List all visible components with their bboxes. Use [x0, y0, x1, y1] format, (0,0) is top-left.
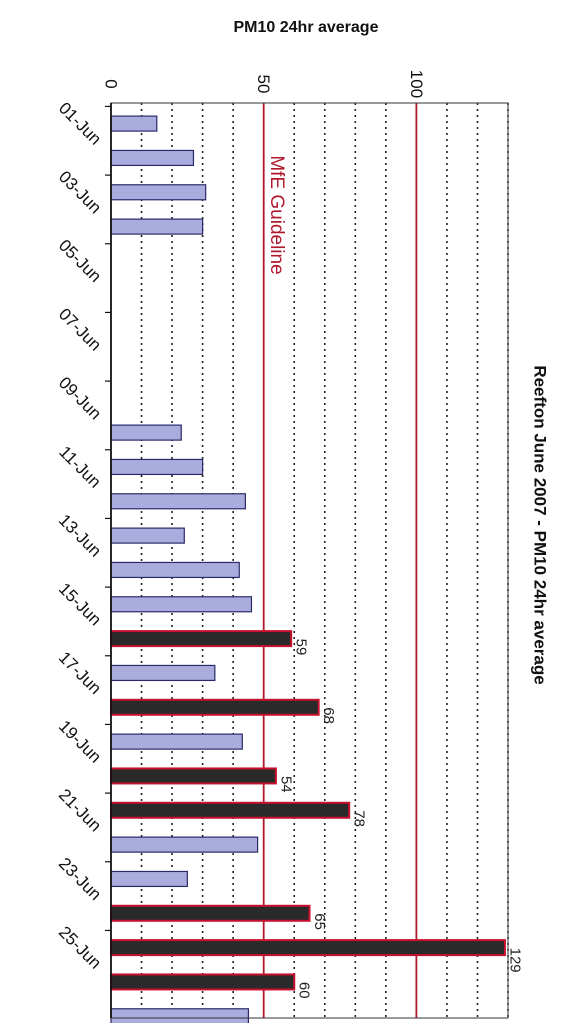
- data-label: 59: [293, 639, 310, 656]
- value-tick-label: 100: [407, 70, 426, 98]
- bar: [110, 218, 204, 235]
- value-axis-label: PM10 24hr average: [234, 19, 379, 36]
- bar: [110, 149, 195, 167]
- chart-title: Reefton June 2007 - PM10 24hr average: [531, 365, 550, 684]
- data-label: 129: [506, 948, 523, 973]
- guideline-label: MfE Guideline: [266, 155, 287, 274]
- data-label: 60: [296, 982, 313, 999]
- bar: [110, 836, 259, 853]
- chart-gridlines: [140, 103, 509, 1018]
- data-label: 68: [320, 707, 337, 724]
- category-tick-label: 15-Jun: [55, 579, 105, 629]
- data-label: 54: [277, 776, 294, 793]
- category-tick-label: 25-Jun: [55, 923, 105, 973]
- category-tick-label: 19-Jun: [55, 717, 105, 767]
- bar: [110, 733, 243, 750]
- value-tick-label: 0: [102, 79, 121, 88]
- bar: [110, 1008, 250, 1023]
- category-tick-label: 13-Jun: [55, 511, 105, 561]
- category-tick-label: 01-Jun: [55, 99, 105, 149]
- category-tick-label: 05-Jun: [55, 236, 105, 286]
- chart-bars: [110, 115, 506, 1023]
- bar: [110, 458, 204, 476]
- category-tick-label: 11-Jun: [55, 442, 104, 491]
- category-tick-label: 23-Jun: [55, 854, 105, 904]
- category-tick-label: 17-Jun: [55, 648, 105, 698]
- data-label: 65: [311, 913, 328, 930]
- category-tick-label: 21-Jun: [55, 785, 105, 835]
- chart-axes: [105, 102, 509, 1019]
- bar: [110, 184, 207, 201]
- bar-exceedance: [110, 973, 296, 991]
- bar-exceedance: [110, 904, 311, 922]
- bar: [110, 664, 216, 682]
- bar: [110, 424, 182, 441]
- bar: [110, 561, 240, 579]
- bar: [110, 596, 253, 613]
- bar-exceedance: [110, 767, 277, 785]
- bar: [110, 527, 185, 544]
- value-tick-label: 50: [254, 75, 273, 94]
- bar-exceedance: [110, 698, 320, 716]
- bar-exceedance: [110, 939, 506, 957]
- bar-exceedance: [110, 630, 293, 648]
- bar-exceedance: [110, 801, 351, 819]
- data-label: 78: [351, 810, 368, 827]
- category-tick-label: 09-Jun: [55, 373, 105, 423]
- category-tick-label: 07-Jun: [55, 305, 105, 355]
- category-tick-label: 03-Jun: [55, 167, 105, 217]
- bar: [110, 115, 158, 132]
- bar: [110, 870, 188, 888]
- bar: [110, 493, 246, 510]
